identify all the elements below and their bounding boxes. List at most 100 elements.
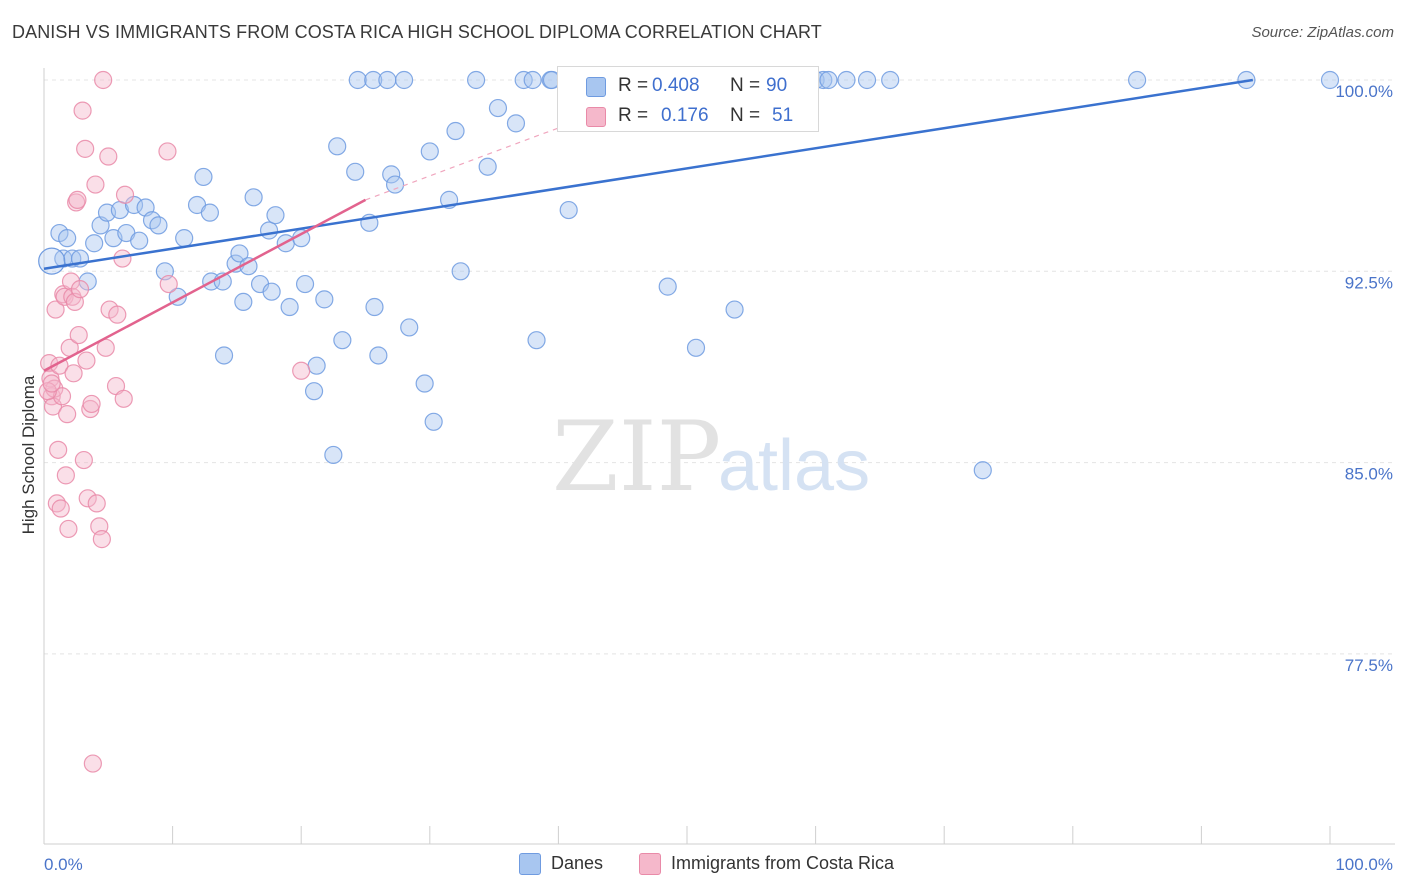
- legend-n-value: 51: [772, 105, 794, 126]
- data-point: [149, 216, 168, 235]
- y-axis-title: High School Diploma: [19, 375, 38, 534]
- data-point: [478, 157, 497, 176]
- legend-label-danes: Danes: [551, 853, 604, 873]
- data-point: [59, 519, 78, 539]
- legend-label-costa-rica: Immigrants from Costa Rica: [671, 853, 895, 873]
- series-costa-rica: [38, 70, 311, 773]
- trend-line-costa-rica-extended: [365, 79, 688, 201]
- data-point: [51, 499, 70, 518]
- legend-swatch-costa-rica: [586, 107, 606, 127]
- data-point: [881, 70, 900, 90]
- data-point: [86, 175, 105, 194]
- data-point: [415, 374, 434, 393]
- legend-row-danes: R = 0.408 N = 90: [558, 71, 818, 101]
- data-point: [394, 70, 414, 90]
- data-point: [200, 203, 219, 222]
- data-point: [466, 70, 486, 90]
- data-point: [506, 114, 526, 133]
- y-tick-label: 92.5%: [1345, 273, 1393, 292]
- data-point: [307, 356, 326, 375]
- data-point: [63, 287, 82, 306]
- data-series: [38, 70, 1340, 773]
- legend-r-value: 0.408: [652, 75, 700, 96]
- data-point: [315, 290, 334, 309]
- data-point: [234, 292, 253, 312]
- data-point: [159, 274, 178, 294]
- data-point: [244, 188, 263, 207]
- data-point: [130, 231, 149, 250]
- data-point: [58, 405, 77, 424]
- trend-line-costa-rica: [43, 198, 367, 372]
- data-point: [658, 277, 677, 296]
- data-point: [194, 167, 213, 187]
- x-tick-label: 0.0%: [44, 855, 83, 874]
- watermark-zip: ZIP: [552, 401, 721, 513]
- data-point: [55, 287, 74, 306]
- data-point: [58, 229, 77, 248]
- data-point: [92, 530, 111, 549]
- data-point: [78, 489, 97, 508]
- data-point: [70, 280, 90, 299]
- data-point: [523, 70, 542, 90]
- correlation-legend: R = 0.408 N = 90 R = 0.176 N = 51: [557, 66, 819, 132]
- source-label: Source: ZipAtlas.com: [1251, 24, 1394, 41]
- data-point: [488, 98, 508, 118]
- data-point: [382, 165, 401, 184]
- data-point: [83, 754, 102, 773]
- data-point: [230, 244, 249, 263]
- data-point: [725, 300, 744, 319]
- trend-lines: [43, 78, 1254, 372]
- legend-r-value: 0.176: [661, 105, 709, 126]
- data-point: [446, 121, 465, 141]
- data-point: [333, 331, 352, 350]
- trend-line-danes: [43, 78, 1254, 270]
- legend-swatch-costa-rica: [639, 853, 661, 875]
- data-point: [77, 351, 96, 370]
- data-point: [973, 461, 992, 480]
- data-point: [400, 318, 419, 337]
- watermark-atlas: atlas: [718, 426, 870, 506]
- legend-r-label: R =: [618, 75, 649, 96]
- data-point: [56, 466, 75, 485]
- data-point: [324, 445, 343, 465]
- data-point: [124, 195, 144, 215]
- data-point: [559, 200, 578, 220]
- data-point: [292, 361, 311, 380]
- data-point: [369, 346, 388, 365]
- data-point: [115, 185, 135, 204]
- data-point: [87, 494, 106, 513]
- data-point: [837, 70, 856, 90]
- data-point: [280, 297, 299, 317]
- data-point-cluster: [38, 247, 66, 275]
- data-point: [73, 101, 92, 120]
- data-point: [99, 147, 118, 166]
- legend-swatch-danes: [586, 77, 606, 97]
- data-point: [857, 70, 877, 90]
- data-point: [304, 382, 324, 401]
- legend-row-costa-rica: R = 0.176 N = 51: [558, 101, 818, 131]
- data-point: [819, 70, 838, 90]
- axes: [43, 68, 1395, 845]
- data-point: [175, 229, 194, 248]
- data-point: [85, 234, 104, 253]
- data-point: [424, 412, 443, 431]
- legend-r-label: R =: [618, 105, 649, 126]
- data-point: [49, 440, 68, 459]
- data-point: [69, 325, 88, 345]
- data-point: [420, 142, 439, 161]
- data-point: [214, 346, 234, 365]
- legend-n-label: N =: [730, 105, 761, 126]
- data-point: [295, 274, 315, 294]
- gridlines: [44, 79, 1395, 655]
- legend-n-value: 90: [766, 75, 788, 96]
- data-point: [1320, 70, 1340, 90]
- legend-n-label: N =: [730, 75, 761, 96]
- data-point: [348, 70, 367, 90]
- legend-swatch-danes: [519, 853, 541, 875]
- data-point: [328, 137, 347, 156]
- tick-labels: 100.0% 92.5% 85.0% 77.5% 0.0% 100.0%: [44, 82, 1393, 874]
- data-point: [1127, 70, 1147, 90]
- chart-title: DANISH VS IMMIGRANTS FROM COSTA RICA HIG…: [12, 22, 822, 42]
- data-point: [82, 394, 101, 414]
